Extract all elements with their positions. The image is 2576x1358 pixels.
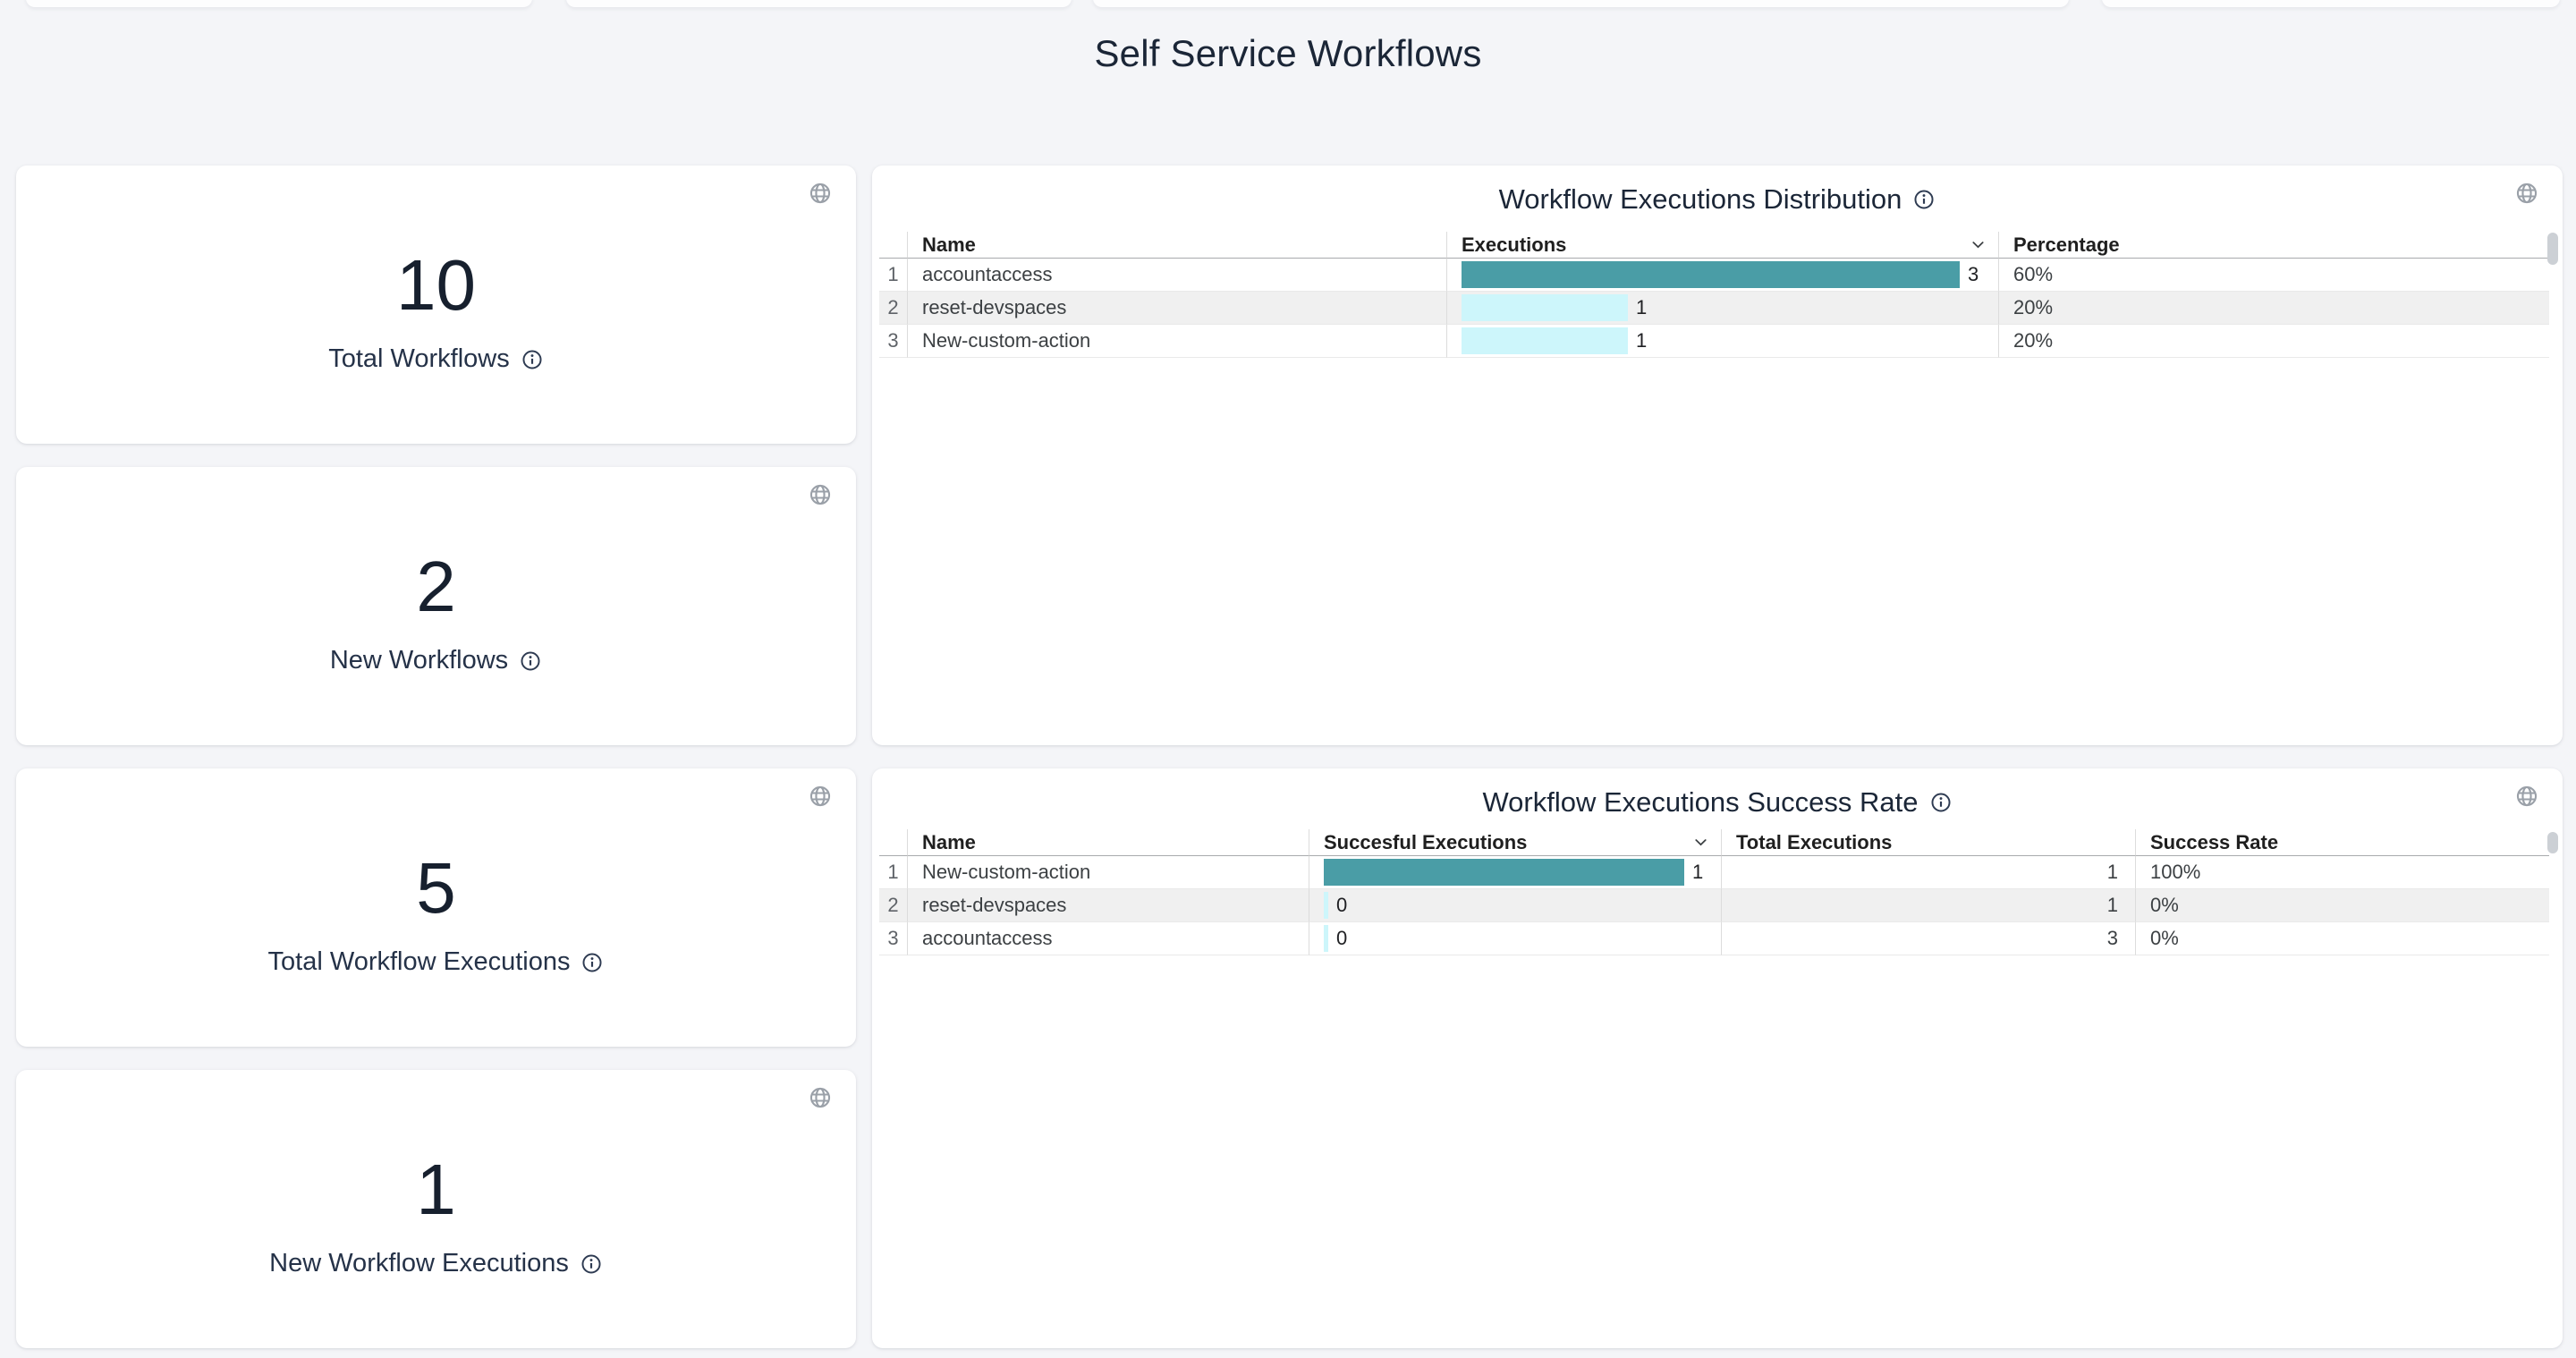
workflow-name: accountaccess: [907, 259, 1446, 292]
stat-card-new-workflow-executions: 1 New Workflow Executions: [16, 1070, 856, 1348]
total-executions-value: 1: [1721, 889, 2135, 922]
workflow-name: accountaccess: [907, 922, 1309, 955]
partial-card-top: [26, 0, 532, 7]
percentage-value: 60%: [1998, 259, 2549, 292]
row-index: 2: [879, 292, 907, 325]
info-icon[interactable]: [580, 951, 604, 974]
bar-cell: 1: [1446, 292, 1998, 325]
stat-label: Total Workflow Executions: [267, 947, 571, 976]
chevron-down-icon[interactable]: [1691, 833, 1710, 852]
bar-cell: 1: [1309, 856, 1721, 889]
globe-icon[interactable]: [808, 1085, 833, 1110]
bar-value-label: 3: [1968, 263, 1979, 285]
row-index: 2: [879, 889, 907, 922]
info-icon[interactable]: [519, 649, 542, 673]
partial-card-top: [566, 0, 1072, 7]
table-row[interactable]: 2 reset-devspaces 1 20%: [879, 292, 2549, 325]
table-row[interactable]: 1 New-custom-action 1 1 100%: [879, 856, 2549, 889]
stat-value: 2: [416, 547, 456, 626]
stat-value: 5: [416, 848, 456, 928]
row-index-header: [879, 232, 907, 259]
stat-card-total-workflows: 10 Total Workflows: [16, 166, 856, 444]
success-rate-value: 0%: [2135, 889, 2549, 922]
scrollbar-thumb[interactable]: [2547, 233, 2558, 265]
bar-value-label: 0: [1336, 927, 1348, 949]
bar-cell: 0: [1309, 889, 1721, 922]
table-row[interactable]: 2 reset-devspaces 0 1 0%: [879, 889, 2549, 922]
globe-icon[interactable]: [808, 784, 833, 809]
partial-card-top: [2102, 0, 2560, 7]
row-index: 3: [879, 325, 907, 358]
total-executions-value: 3: [1721, 922, 2135, 955]
info-icon[interactable]: [1912, 188, 1936, 211]
page-title: Self Service Workflows: [1094, 32, 1482, 74]
stat-label: New Workflows: [329, 646, 509, 675]
stat-value: 10: [396, 245, 476, 325]
globe-icon[interactable]: [2514, 181, 2539, 206]
distribution-table: Name Executions Percentage 1 accountacces…: [879, 232, 2549, 358]
table-header-row: Name Executions Percentage: [879, 232, 2549, 259]
column-header-total-executions[interactable]: Total Executions: [1721, 829, 2135, 856]
bar-value-label: 0: [1336, 894, 1348, 916]
workflow-name: reset-devspaces: [907, 889, 1309, 922]
bar-value-label: 1: [1636, 296, 1648, 318]
info-icon[interactable]: [521, 348, 544, 371]
column-header-successful-executions[interactable]: Succesful Executions: [1309, 829, 1721, 856]
table-header-row: Name Succesful Executions Total Executio…: [879, 829, 2549, 856]
table-title: Workflow Executions Distribution: [1498, 183, 1902, 215]
value-bar: [1324, 892, 1328, 919]
column-header-name[interactable]: Name: [907, 829, 1309, 856]
column-header-executions[interactable]: Executions: [1446, 232, 1998, 259]
table-row[interactable]: 3 New-custom-action 1 20%: [879, 325, 2549, 358]
value-bar: [1324, 859, 1684, 886]
scrollbar-thumb[interactable]: [2547, 832, 2558, 853]
chevron-down-icon[interactable]: [1969, 235, 1987, 254]
percentage-value: 20%: [1998, 325, 2549, 358]
row-index: 3: [879, 922, 907, 955]
success-rate-table: Name Succesful Executions Total Executio…: [879, 829, 2549, 955]
value-bar: [1462, 294, 1628, 321]
stat-card-total-workflow-executions: 5 Total Workflow Executions: [16, 768, 856, 1047]
total-executions-value: 1: [1721, 856, 2135, 889]
bar-value-label: 1: [1636, 329, 1648, 352]
globe-icon[interactable]: [808, 482, 833, 507]
row-index-header: [879, 829, 907, 856]
table-title: Workflow Executions Success Rate: [1482, 786, 1919, 818]
value-bar: [1462, 327, 1628, 354]
workflow-executions-distribution-card: Workflow Executions Distribution Name Ex…: [872, 166, 2563, 745]
value-bar: [1462, 261, 1960, 288]
bar-value-label: 1: [1692, 861, 1704, 883]
column-header-success-rate[interactable]: Success Rate: [2135, 829, 2549, 856]
workflow-name: New-custom-action: [907, 856, 1309, 889]
table-row[interactable]: 1 accountaccess 3 60%: [879, 259, 2549, 292]
column-header-name[interactable]: Name: [907, 232, 1446, 259]
partial-card-top: [1093, 0, 2069, 7]
stat-label: New Workflow Executions: [269, 1249, 569, 1277]
success-rate-value: 100%: [2135, 856, 2549, 889]
row-index: 1: [879, 856, 907, 889]
bar-cell: 0: [1309, 922, 1721, 955]
stat-value: 1: [416, 1150, 456, 1229]
table-row[interactable]: 3 accountaccess 0 3 0%: [879, 922, 2549, 955]
bar-cell: 1: [1446, 325, 1998, 358]
row-index: 1: [879, 259, 907, 292]
workflow-name: New-custom-action: [907, 325, 1446, 358]
workflow-executions-success-rate-card: Workflow Executions Success Rate Name Su…: [872, 768, 2563, 1348]
bar-cell: 3: [1446, 259, 1998, 292]
globe-icon[interactable]: [2514, 784, 2539, 809]
workflow-name: reset-devspaces: [907, 292, 1446, 325]
success-rate-value: 0%: [2135, 922, 2549, 955]
globe-icon[interactable]: [808, 181, 833, 206]
stat-label: Total Workflows: [328, 344, 510, 373]
info-icon[interactable]: [580, 1252, 603, 1276]
info-icon[interactable]: [1929, 791, 1953, 814]
percentage-value: 20%: [1998, 292, 2549, 325]
value-bar: [1324, 925, 1328, 952]
column-header-percentage[interactable]: Percentage: [1998, 232, 2549, 259]
stat-card-new-workflows: 2 New Workflows: [16, 467, 856, 745]
